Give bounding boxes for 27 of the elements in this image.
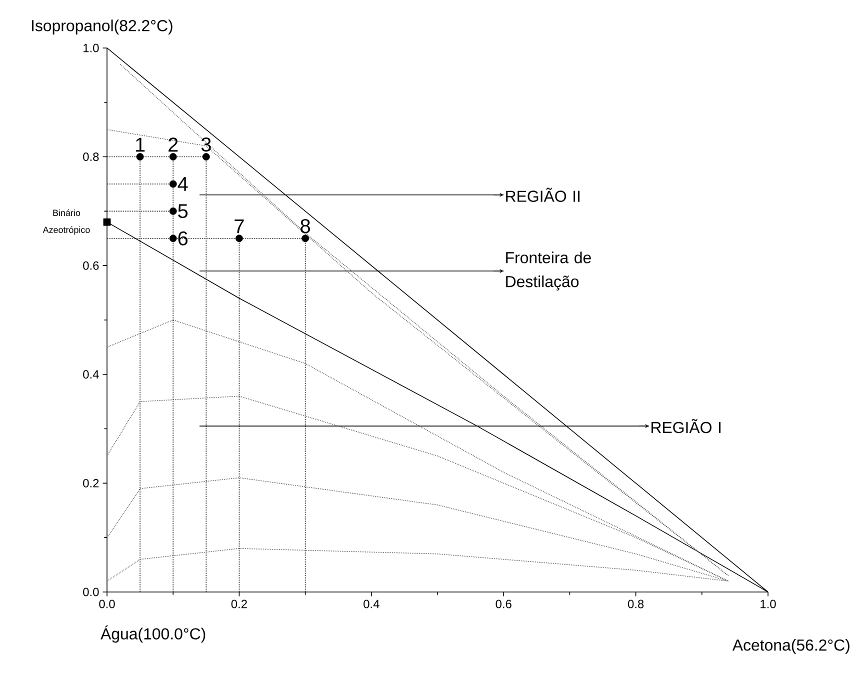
annotation: REGIÃO II — [506, 188, 580, 202]
x-tick-label: 0.0 — [99, 600, 115, 608]
annotation: 3 — [201, 137, 211, 152]
annotation: REGIÃO I — [652, 419, 720, 434]
y-tick-label: 0.4 — [83, 370, 99, 379]
annotation: Binário Azeotrópico — [42, 209, 90, 235]
x-tick-label: 0.4 — [364, 600, 380, 608]
annotation: 5 — [178, 204, 188, 218]
y-tick-label: 1.0 — [84, 44, 99, 52]
x-tick-label: 1.0 — [760, 600, 776, 608]
y-tick-label: 0.2 — [83, 478, 99, 488]
annotation: 1 — [136, 138, 145, 152]
annotation: 4 — [178, 177, 188, 191]
y-tick-label: 0.0 — [83, 588, 99, 596]
annotation: 8 — [300, 219, 310, 234]
x-tick-label: 0.6 — [496, 600, 512, 608]
y-axis-title: Isopropanol(82.2°C) — [32, 20, 172, 34]
y-tick-label: 0.8 — [83, 152, 99, 162]
annotation: 6 — [178, 231, 188, 246]
annotation: 2 — [168, 138, 178, 152]
x-tick-label: 0.8 — [628, 600, 644, 608]
y-tick-label: 0.6 — [83, 261, 99, 270]
x-axis-title: Água(100.0°C) — [100, 626, 206, 643]
x-tick-label: 0.2 — [231, 600, 247, 608]
annotation: 7 — [234, 219, 244, 234]
text: Acetona(56.2°C) — [732, 639, 850, 654]
annotation: Fronteira de Destilação — [506, 252, 591, 290]
